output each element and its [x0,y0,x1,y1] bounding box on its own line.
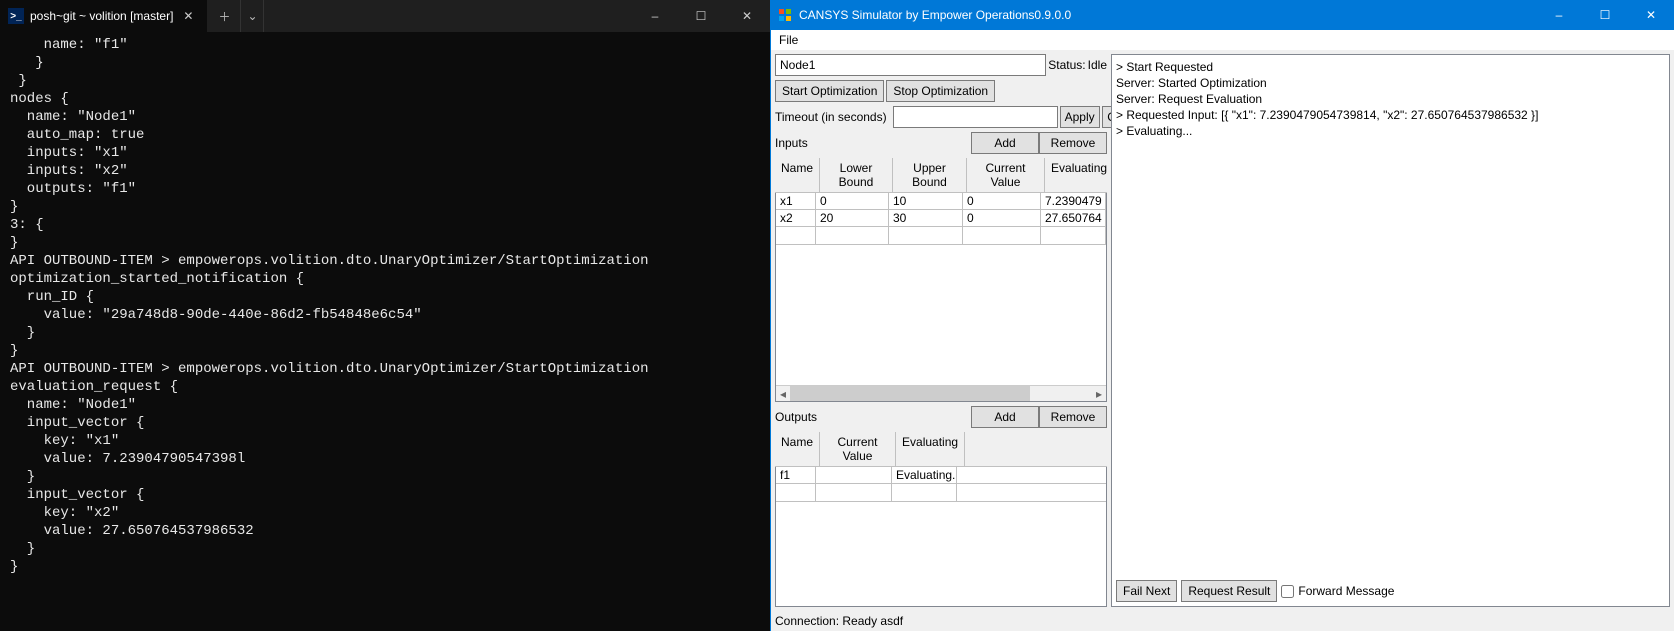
start-optimization-button[interactable]: Start Optimization [775,80,884,102]
forward-message-label: Forward Message [1298,583,1394,599]
inputs-col-lb[interactable]: Lower Bound [820,158,893,192]
log-output: > Start Requested Server: Started Optimi… [1116,59,1665,580]
inputs-hscrollbar[interactable]: ◂ ▸ [776,385,1106,401]
table-row[interactable]: x1 0 10 0 7.2390479 [776,193,1106,210]
terminal-tab[interactable]: >_ posh~git ~ volition [master] ✕ [0,0,208,32]
minimize-button[interactable]: – [632,0,678,32]
terminal-output[interactable]: name: "f1" } } nodes { name: "Node1" aut… [0,32,770,631]
outputs-remove-button[interactable]: Remove [1039,406,1107,428]
request-result-button[interactable]: Request Result [1181,580,1277,602]
inputs-col-ev[interactable]: Evaluating [1045,158,1114,192]
stop-optimization-button[interactable]: Stop Optimization [886,80,995,102]
inputs-col-cv[interactable]: Current Value [967,158,1045,192]
node-name-input[interactable] [775,54,1046,76]
app-close-button[interactable]: ✕ [1628,0,1674,30]
outputs-col-name[interactable]: Name [775,432,820,466]
inputs-section-label: Inputs [775,134,971,152]
app-maximize-button[interactable]: ☐ [1582,0,1628,30]
app-title: CANSYS Simulator by Empower Operations0.… [799,8,1071,22]
left-panel: Status: Idle Start Optimization Stop Opt… [771,50,1111,611]
inputs-add-button[interactable]: Add [971,132,1039,154]
close-button[interactable]: ✕ [724,0,770,32]
terminal-tab-title: posh~git ~ volition [master] [30,9,173,23]
status-bar: Connection: Ready asdf [771,611,1674,631]
outputs-col-cv[interactable]: Current Value [820,432,896,466]
new-tab-button[interactable]: ＋ [208,0,240,32]
tab-close-icon[interactable]: ✕ [179,9,197,23]
cansys-window: CANSYS Simulator by Empower Operations0.… [770,0,1674,631]
apply-button[interactable]: Apply [1060,106,1100,128]
table-row[interactable]: f1 Evaluating... [776,467,1106,484]
powershell-icon: >_ [8,8,24,24]
outputs-table: Name Current Value Evaluating f1 Evaluat… [775,432,1107,607]
terminal-titlebar: >_ posh~git ~ volition [master] ✕ ＋ ⌄ – … [0,0,770,32]
terminal-window: >_ posh~git ~ volition [master] ✕ ＋ ⌄ – … [0,0,770,631]
app-icon [771,7,799,23]
app-minimize-button[interactable]: – [1536,0,1582,30]
log-panel: > Start Requested Server: Started Optimi… [1111,54,1670,607]
inputs-remove-button[interactable]: Remove [1039,132,1107,154]
outputs-col-ev[interactable]: Evaluating [896,432,965,466]
status-label: Status: [1048,58,1085,72]
inputs-col-name[interactable]: Name [775,158,820,192]
table-row[interactable]: x2 20 30 0 27.650764 [776,210,1106,227]
app-menubar: File [771,30,1674,50]
inputs-table: Name Lower Bound Upper Bound Current Val… [775,158,1107,402]
status-bar-text: Connection: Ready asdf [775,614,903,628]
status-value: Idle [1088,58,1107,72]
timeout-label: Timeout (in seconds) [775,110,887,124]
forward-message-checkbox[interactable] [1281,585,1294,598]
app-titlebar: CANSYS Simulator by Empower Operations0.… [771,0,1674,30]
timeout-input[interactable] [893,106,1058,128]
outputs-add-button[interactable]: Add [971,406,1039,428]
tab-dropdown-icon[interactable]: ⌄ [240,0,264,32]
inputs-col-ub[interactable]: Upper Bound [893,158,967,192]
menu-file[interactable]: File [775,33,802,47]
maximize-button[interactable]: ☐ [678,0,724,32]
outputs-section-label: Outputs [775,408,971,426]
fail-next-button[interactable]: Fail Next [1116,580,1177,602]
